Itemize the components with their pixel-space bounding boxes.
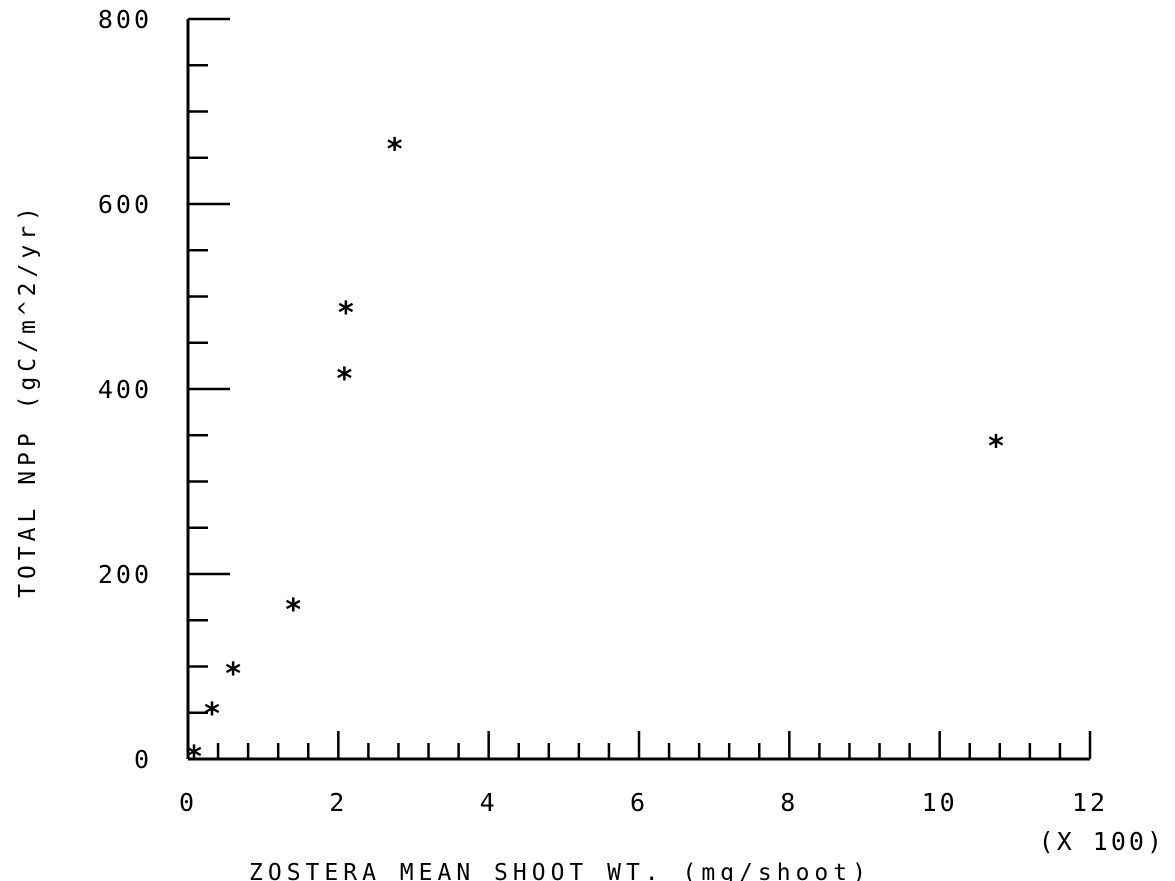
data-point: *	[386, 133, 404, 168]
x-tick-label: 8	[780, 788, 798, 817]
x-tick-label: 0	[179, 788, 197, 817]
y-axis-ticks: 0 200 400 600 800	[98, 5, 230, 774]
axes	[186, 19, 1090, 761]
data-point: *	[987, 429, 1005, 464]
data-point: *	[335, 362, 353, 397]
x-tick-label: 12	[1072, 788, 1108, 817]
y-tick-label: 400	[98, 375, 152, 404]
data-point: *	[203, 697, 221, 732]
y-tick-label: 0	[134, 745, 152, 774]
data-points: ********	[185, 133, 1005, 776]
x-axis-title: ZOSTERA MEAN SHOOT WT. (mg/shoot)	[249, 860, 871, 881]
x-tick-label: 10	[922, 788, 958, 817]
x-tick-label: 6	[630, 788, 648, 817]
y-tick-label: 600	[98, 190, 152, 219]
data-point: *	[224, 657, 242, 692]
x-axis-ticks: 0 2 4 6 8 10 12	[179, 731, 1108, 817]
x-tick-label: 2	[329, 788, 347, 817]
data-point: *	[284, 593, 302, 628]
data-point: *	[185, 740, 203, 775]
data-point: *	[337, 296, 355, 331]
y-tick-label: 200	[98, 560, 152, 589]
y-tick-label: 800	[98, 5, 152, 34]
x-tick-label: 4	[480, 788, 498, 817]
y-axis-title: TOTAL NPP (gC/m^2/yr)	[15, 202, 41, 598]
x-axis-multiplier-label: (X 100)	[1039, 827, 1165, 856]
